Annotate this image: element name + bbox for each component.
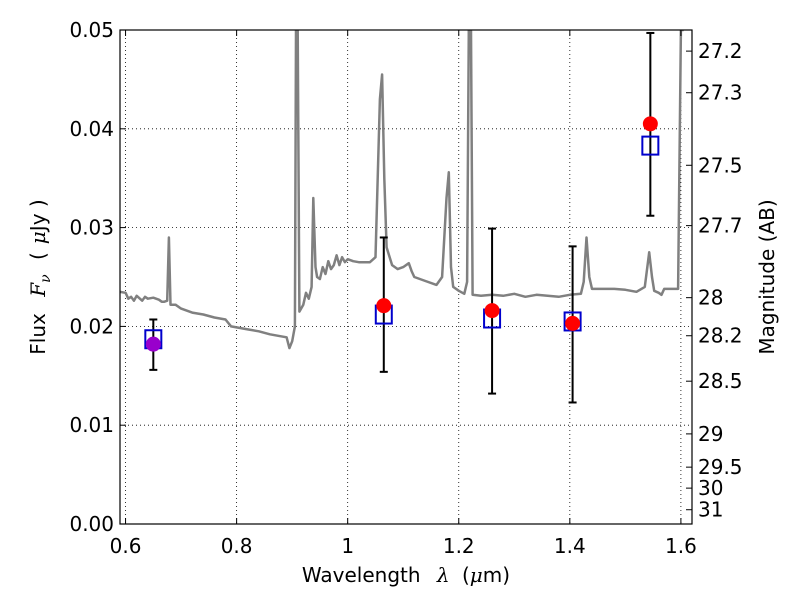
photometry-point	[641, 31, 660, 217]
photometry-point	[563, 245, 582, 404]
y2-tick-label: 30	[698, 476, 723, 500]
y-tick-label: 0.04	[69, 117, 114, 141]
y-tick-label: 0.05	[69, 18, 114, 42]
photometry-point	[374, 236, 393, 373]
x-axis-title: Wavelength λ (μm)	[302, 563, 510, 587]
y2-axis-title: Magnitude (AB)	[755, 199, 779, 354]
photometry-series	[144, 31, 660, 404]
observed-flux-dot	[145, 336, 161, 352]
y2-tick-label: 28.5	[698, 369, 743, 393]
y2-tick-label: 27.3	[698, 81, 743, 105]
observed-flux-dot	[376, 298, 392, 314]
y2-tick-label: 29.5	[698, 455, 743, 479]
y2-tick-label: 28	[698, 286, 723, 310]
photometry-point	[483, 227, 502, 395]
y2-tick-label: 31	[698, 498, 723, 522]
grid-lines	[120, 29, 692, 525]
y-axis-title-unit-open: (	[26, 252, 50, 260]
y-tick-label: 0.01	[69, 413, 114, 437]
x-tick-label: 1.2	[443, 534, 475, 558]
y2-tick-label: 27.5	[698, 153, 743, 177]
observed-flux-dot	[642, 116, 658, 132]
y2-tick-label: 29	[698, 422, 723, 446]
x-axis-title-symbol: λ	[436, 563, 450, 587]
x-tick-label: 1.6	[665, 534, 697, 558]
y-axis-title-unit-mu: μ	[26, 231, 50, 244]
model-spectrum-series	[120, 30, 684, 350]
y-tick-label: 0.03	[69, 216, 114, 240]
x-axis-title-text: Wavelength	[302, 563, 421, 587]
observed-flux-dot	[484, 303, 500, 319]
x-tick-label: 1	[341, 534, 354, 558]
y2-tick-label: 28.2	[698, 324, 743, 348]
photometry-point	[144, 318, 163, 371]
y-tick-label: 0.00	[69, 512, 114, 536]
x-axis-title-unit-rest: m)	[483, 563, 510, 587]
y-axis-title-text: Flux	[26, 313, 50, 355]
x-tick-label: 1.4	[554, 534, 586, 558]
y-axis-title-subscript: ν	[38, 274, 54, 283]
y-axis-title-symbol: F	[26, 282, 50, 298]
axis-ticks: 0.6 0.8 1 1.2 1.4 1.6 0.00 0.01 0.02 0.03 0.04 0.05…	[69, 18, 742, 558]
y2-tick-label: 27.2	[698, 39, 743, 63]
y2-tick-label: 27.7	[698, 214, 743, 238]
y-axis-title: Flux Fν ( μJy )	[26, 199, 55, 354]
observed-flux-dot	[565, 315, 581, 331]
x-tick-label: 0.8	[221, 534, 253, 558]
spectrum-line	[120, 30, 684, 350]
plot-frame	[119, 29, 693, 525]
x-tick-label: 0.6	[110, 534, 142, 558]
y-axis-title-unit-rest: Jy )	[26, 199, 50, 233]
x-axis-title-unit-open: (	[462, 563, 470, 587]
x-axis-title-unit-mu: μ	[470, 563, 483, 587]
y-tick-label: 0.02	[69, 314, 114, 338]
model-flux-box	[641, 135, 660, 156]
